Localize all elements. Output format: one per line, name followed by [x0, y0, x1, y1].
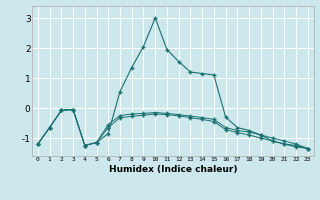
X-axis label: Humidex (Indice chaleur): Humidex (Indice chaleur)	[108, 165, 237, 174]
